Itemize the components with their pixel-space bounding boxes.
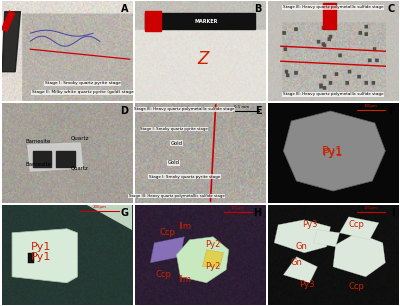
Text: Py1: Py1 xyxy=(322,144,344,158)
Text: Py2: Py2 xyxy=(205,262,221,271)
Text: Py3: Py3 xyxy=(302,220,317,229)
Text: Py1: Py1 xyxy=(31,242,51,252)
Text: Gn: Gn xyxy=(290,258,302,267)
Text: F: F xyxy=(388,106,394,116)
Text: Ilm: Ilm xyxy=(178,222,191,231)
Text: Barnesite: Barnesite xyxy=(26,139,51,144)
Text: Py1: Py1 xyxy=(31,252,51,262)
Polygon shape xyxy=(203,250,224,267)
Text: I: I xyxy=(391,208,394,218)
Polygon shape xyxy=(56,151,75,167)
Text: Stage III: Heavy quartz polymetallic sulfide stage: Stage III: Heavy quartz polymetallic sul… xyxy=(128,194,224,198)
Text: Ccp: Ccp xyxy=(349,220,364,229)
Text: Py3: Py3 xyxy=(299,280,315,289)
Text: 100μm: 100μm xyxy=(364,206,378,210)
Polygon shape xyxy=(283,111,385,191)
Text: Stage I: Smoky quartz pyrite stage: Stage I: Smoky quartz pyrite stage xyxy=(149,175,220,179)
Polygon shape xyxy=(28,143,83,171)
Polygon shape xyxy=(145,11,161,31)
Text: H: H xyxy=(253,208,262,218)
Text: Stage III: Heavy quartz polymetallic sulfide stage: Stage III: Heavy quartz polymetallic sul… xyxy=(134,107,234,111)
Text: Ccp: Ccp xyxy=(349,282,364,291)
Text: Stage I: Smoky quartz pyrite stage: Stage I: Smoky quartz pyrite stage xyxy=(45,81,121,85)
Polygon shape xyxy=(340,217,379,240)
Text: MARKER: MARKER xyxy=(195,19,218,24)
Polygon shape xyxy=(2,11,15,31)
Polygon shape xyxy=(314,230,340,247)
Polygon shape xyxy=(150,237,184,263)
Polygon shape xyxy=(333,233,385,277)
Text: Ccp: Ccp xyxy=(156,270,171,279)
Text: B: B xyxy=(254,4,262,14)
Text: D: D xyxy=(120,106,128,116)
Text: Stage III: Heavy quartz polymetallic sulfide stage: Stage III: Heavy quartz polymetallic sul… xyxy=(283,92,383,96)
Polygon shape xyxy=(145,13,255,29)
Text: Gn: Gn xyxy=(296,242,308,251)
Text: Quartz: Quartz xyxy=(71,166,89,170)
Text: 100μm: 100μm xyxy=(364,104,378,108)
Text: Py1: Py1 xyxy=(323,148,343,158)
Polygon shape xyxy=(12,229,78,283)
Polygon shape xyxy=(322,3,336,29)
Text: E: E xyxy=(255,106,262,116)
Text: 100μm: 100μm xyxy=(231,206,245,210)
Polygon shape xyxy=(176,237,229,283)
Text: Stage I: Smoky quartz pyrite stage: Stage I: Smoky quartz pyrite stage xyxy=(140,127,208,131)
Text: Barnesite: Barnesite xyxy=(25,162,51,167)
Text: Gold: Gold xyxy=(168,161,180,166)
Text: Ccp: Ccp xyxy=(159,228,175,237)
Text: Stage III: Heavy quartz polymetallic sulfide stage: Stage III: Heavy quartz polymetallic sul… xyxy=(283,5,383,9)
Text: 200μm: 200μm xyxy=(93,205,106,209)
Polygon shape xyxy=(33,151,51,167)
Polygon shape xyxy=(283,257,317,283)
Text: G: G xyxy=(120,208,128,218)
Bar xyxy=(28,253,34,263)
Text: C: C xyxy=(387,4,394,14)
Text: Stage II: Milky white quartz pyrite (gold) stage: Stage II: Milky white quartz pyrite (gol… xyxy=(32,90,134,94)
Polygon shape xyxy=(86,205,132,230)
Text: A: A xyxy=(121,4,128,14)
Text: Z: Z xyxy=(197,50,208,68)
Polygon shape xyxy=(274,220,330,253)
Text: 0.1 mm: 0.1 mm xyxy=(234,105,250,109)
Text: Gold: Gold xyxy=(170,140,182,145)
Text: Py2: Py2 xyxy=(205,240,221,249)
Text: Ilm: Ilm xyxy=(178,275,191,284)
Text: Quartz: Quartz xyxy=(71,136,89,140)
